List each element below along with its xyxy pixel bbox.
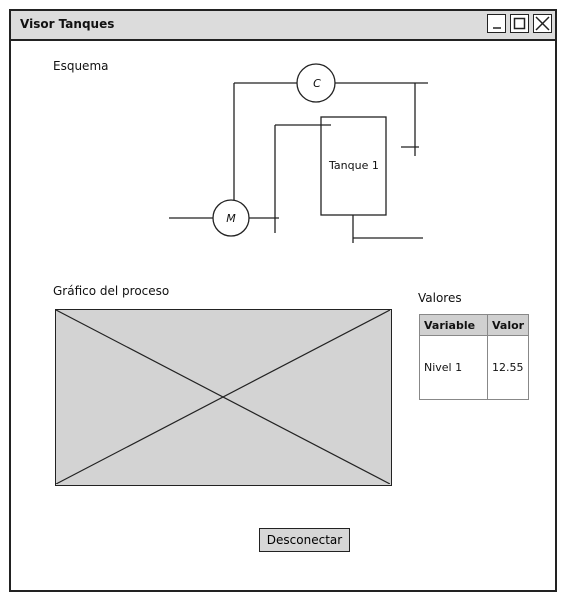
cell-variable: Nivel 1 xyxy=(419,335,488,400)
image-placeholder-icon xyxy=(55,309,391,485)
table-row: Nivel 1 12.55 xyxy=(419,335,530,400)
schema-label: Esquema xyxy=(53,59,109,73)
column-header-value: Valor xyxy=(486,314,530,336)
tank-label: Tanque 1 xyxy=(329,159,379,172)
window-title: Visor Tanques xyxy=(20,17,115,31)
title-bar: Visor Tanques xyxy=(11,11,555,41)
tank-symbol xyxy=(320,116,387,216)
close-button[interactable] xyxy=(533,14,552,33)
column-header-variable: Variable xyxy=(419,314,488,336)
close-icon xyxy=(535,16,550,31)
values-label: Valores xyxy=(418,291,462,305)
disconnect-button[interactable]: Desconectar xyxy=(259,528,350,552)
minimize-button[interactable] xyxy=(487,14,506,33)
process-chart-label: Gráfico del proceso xyxy=(53,284,170,298)
table-header-row: Variable Valor xyxy=(419,314,530,336)
process-schematic xyxy=(169,63,428,243)
maximize-icon xyxy=(513,17,526,30)
compressor-label: C xyxy=(313,77,321,90)
minimize-icon xyxy=(493,27,501,29)
motor-label: M xyxy=(226,212,236,225)
process-chart-placeholder xyxy=(55,309,392,486)
cell-value: 12.55 xyxy=(486,335,530,400)
main-window: Visor Tanques Esquema xyxy=(9,9,557,592)
maximize-button[interactable] xyxy=(510,14,529,33)
values-table: Variable Valor Nivel 1 12.55 xyxy=(419,314,530,400)
